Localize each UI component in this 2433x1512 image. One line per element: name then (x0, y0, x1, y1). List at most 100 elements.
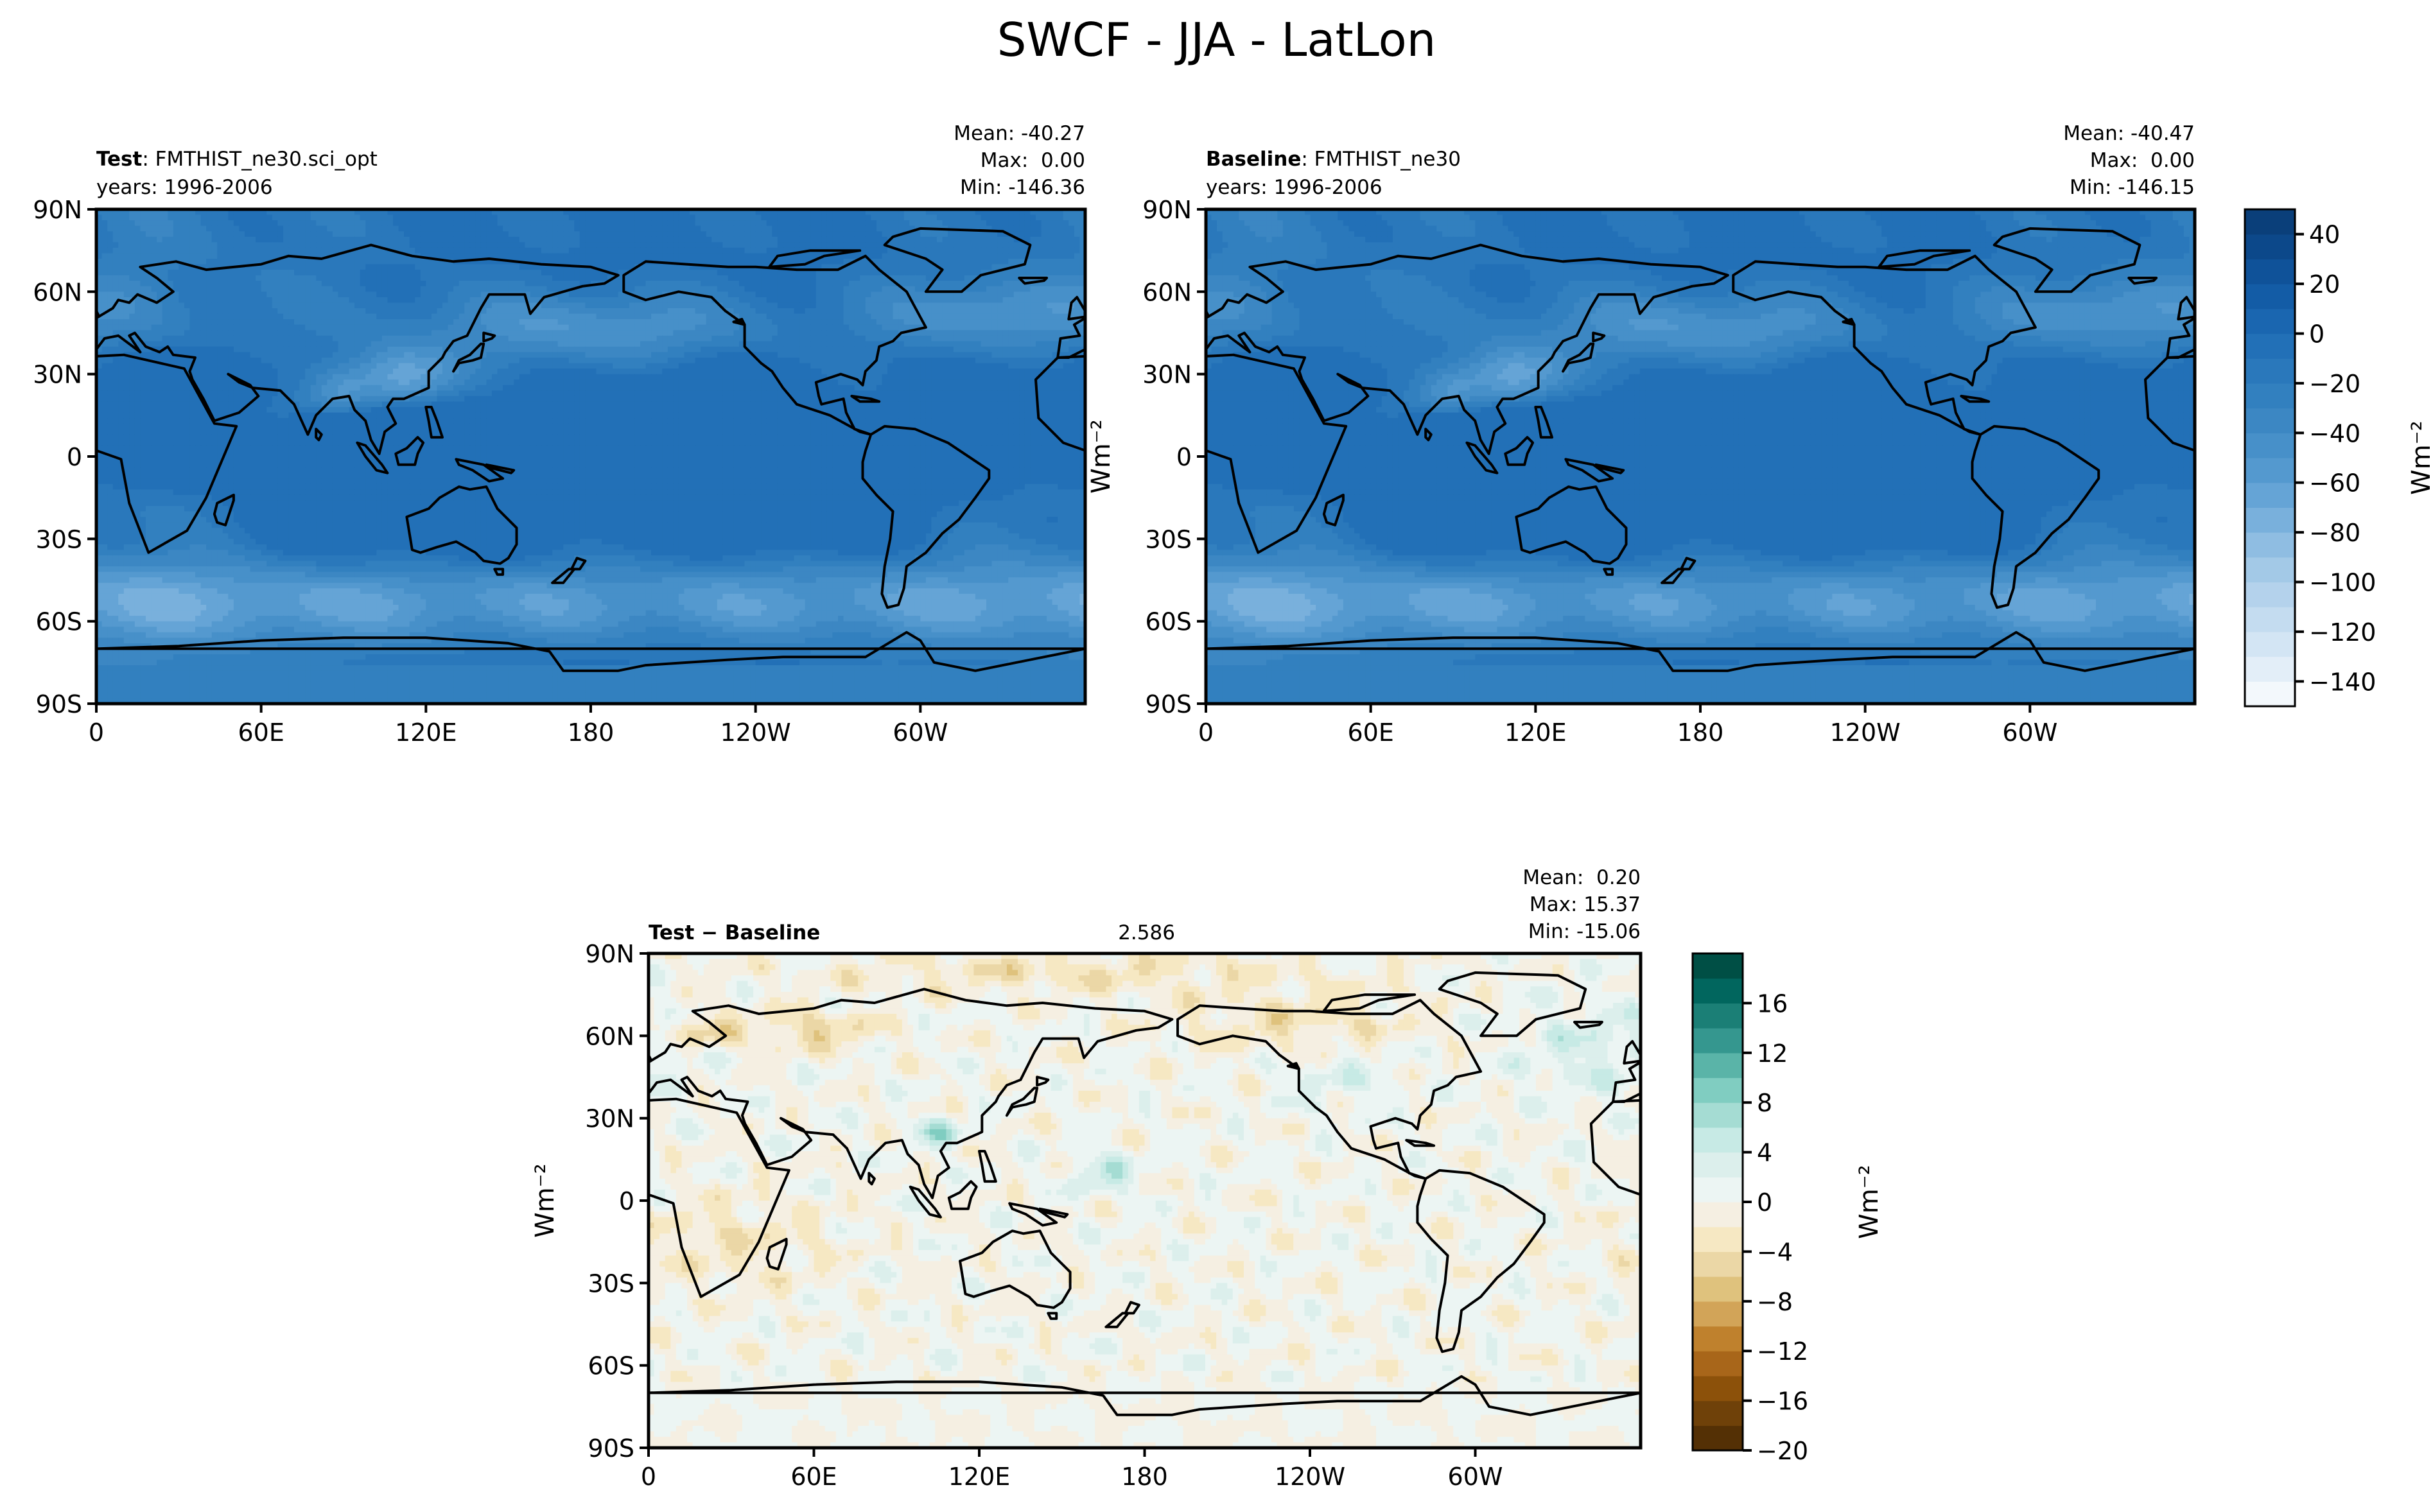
field-cell (789, 324, 795, 331)
field-cell (134, 286, 141, 292)
field-cell (129, 286, 135, 292)
field-cell (162, 247, 168, 254)
field-cell (530, 225, 537, 232)
field-cell (744, 236, 751, 243)
field-cell (970, 220, 976, 227)
field-cell (1036, 242, 1042, 248)
field-cell (1047, 247, 1053, 254)
field-cell (871, 270, 877, 276)
field-cell (519, 286, 525, 292)
field-cell (557, 236, 564, 243)
field-cell (195, 352, 202, 358)
field-cell (426, 335, 432, 342)
field-cell (206, 275, 213, 281)
field-cell (519, 225, 525, 232)
field-cell (838, 358, 844, 364)
field-cell (843, 330, 850, 336)
field-cell (250, 358, 256, 364)
field-cell (123, 264, 130, 270)
field-cell (706, 247, 712, 254)
field-cell (629, 313, 636, 320)
field-cell (667, 313, 674, 320)
field-cell (893, 291, 899, 298)
field-cell (162, 302, 168, 309)
field-cell (360, 341, 366, 347)
field-cell (200, 286, 207, 292)
field-cell (469, 259, 476, 265)
field-cell (101, 341, 108, 347)
field-cell (903, 346, 910, 353)
field-cell (112, 275, 119, 281)
field-cell (327, 275, 333, 281)
field-cell (486, 324, 493, 331)
field-cell (651, 313, 658, 320)
field-cell (288, 341, 295, 347)
field-cell (168, 247, 174, 254)
field-cell (794, 330, 800, 336)
field-cell (1079, 341, 1085, 347)
field-cell (211, 247, 218, 254)
field-cell (574, 297, 580, 304)
field-cell (1058, 231, 1064, 238)
field-cell (893, 231, 899, 238)
field-cell (794, 308, 800, 315)
field-cell (245, 313, 251, 320)
field-cell (256, 225, 262, 232)
field-cell (805, 297, 811, 304)
field-cell (530, 324, 537, 331)
field-cell (1074, 225, 1081, 232)
field-cell (475, 313, 482, 320)
field-cell (546, 242, 553, 248)
field-cell (294, 308, 301, 315)
field-cell (772, 275, 778, 281)
field-cell (695, 341, 701, 347)
field-cell (815, 270, 822, 276)
field-cell (1063, 259, 1069, 265)
field-cell (937, 275, 943, 281)
field-cell (645, 352, 652, 358)
field-cell (739, 308, 746, 315)
field-cell (338, 264, 344, 270)
field-cell (624, 264, 630, 270)
field-cell (838, 297, 844, 304)
field-cell (530, 302, 537, 309)
field-cell (503, 308, 509, 315)
field-cell (613, 253, 619, 259)
field-cell (349, 286, 355, 292)
field-cell (838, 231, 844, 238)
field-cell (277, 308, 284, 315)
field-cell (327, 335, 333, 342)
field-cell (146, 264, 152, 270)
field-cell (206, 341, 213, 347)
field-cell (233, 341, 240, 347)
field-cell (140, 231, 146, 238)
field-cell (365, 286, 372, 292)
field-cell (854, 330, 860, 336)
field-cell (349, 236, 355, 243)
field-cell (563, 275, 570, 281)
field-cell (1058, 253, 1064, 259)
field-cell (640, 264, 647, 270)
field-cell (860, 225, 866, 232)
field-cell (634, 275, 641, 281)
field-cell (217, 291, 223, 298)
field-cell (805, 214, 811, 221)
field-cell (453, 313, 460, 320)
field-cell (266, 247, 273, 254)
field-cell (821, 236, 828, 243)
field-cell (448, 313, 454, 320)
field-cell (453, 324, 460, 331)
field-cell (596, 242, 602, 248)
field-cell (695, 330, 701, 336)
field-cell (256, 341, 262, 347)
field-cell (761, 358, 767, 364)
field-cell (448, 270, 454, 276)
field-cell (810, 264, 817, 270)
field-cell (711, 330, 718, 336)
field-cell (123, 358, 130, 364)
field-cell (602, 308, 608, 315)
field-cell (354, 231, 361, 238)
field-cell (261, 346, 267, 353)
field-cell (217, 214, 223, 221)
field-cell (673, 214, 679, 221)
